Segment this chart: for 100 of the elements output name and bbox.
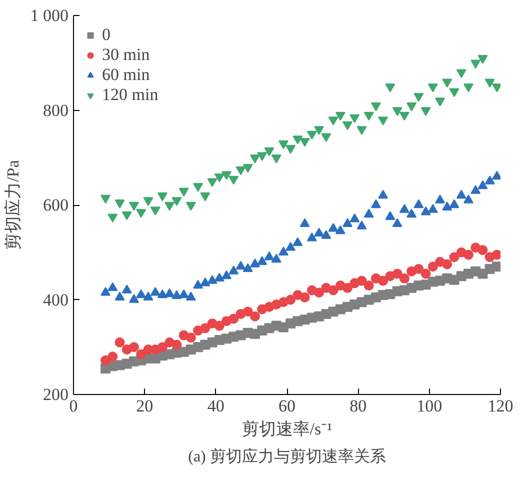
point [292, 136, 303, 144]
x-tick-label: 120 [488, 396, 514, 416]
point [328, 116, 338, 126]
point [463, 83, 474, 92]
point [492, 250, 500, 260]
point [399, 273, 410, 284]
point [222, 171, 232, 180]
point [314, 126, 324, 135]
point [250, 154, 260, 164]
x-tick-label: 100 [416, 396, 442, 416]
y-tick-label: 200 [43, 385, 68, 404]
point [328, 285, 338, 296]
point [242, 164, 253, 173]
point [470, 60, 481, 69]
point [435, 98, 446, 106]
y-tick-label: 600 [43, 196, 68, 214]
text: (a) 剪切应力与剪切速率关系 [188, 448, 386, 466]
point [136, 349, 146, 360]
point [242, 263, 253, 272]
legend-label: 120 min [102, 85, 158, 105]
point [108, 214, 118, 223]
point [278, 140, 288, 150]
x-tick-label: 0 [69, 396, 78, 416]
point [150, 206, 160, 216]
point [335, 112, 346, 121]
point [456, 69, 466, 78]
point [157, 192, 168, 202]
point [186, 292, 196, 300]
point [420, 107, 431, 116]
x-tick-label: 60 [278, 396, 296, 416]
x-tick-label: 40 [207, 396, 224, 416]
point [314, 288, 324, 298]
point [100, 194, 111, 204]
point [172, 290, 182, 300]
point [399, 112, 410, 121]
point [257, 152, 268, 161]
point [228, 176, 239, 185]
point [449, 252, 460, 262]
point [157, 342, 168, 352]
point [392, 268, 402, 279]
point [178, 188, 189, 196]
point [164, 202, 175, 211]
point [356, 276, 367, 286]
point [370, 102, 381, 112]
point [364, 112, 374, 121]
point [342, 282, 352, 293]
point [186, 202, 196, 211]
point [286, 294, 296, 305]
point [484, 78, 495, 88]
point [193, 280, 204, 289]
point [420, 268, 431, 279]
point [214, 173, 224, 182]
point [236, 166, 246, 176]
point [114, 200, 125, 208]
point [114, 292, 125, 300]
point [108, 282, 118, 292]
point [178, 289, 189, 298]
legend-label: 60 min [102, 65, 150, 85]
point [228, 266, 239, 274]
point [271, 254, 282, 263]
point [449, 88, 460, 97]
point [222, 270, 232, 280]
point [321, 133, 332, 142]
point [264, 147, 274, 156]
point [406, 102, 417, 112]
point [207, 275, 218, 284]
point [385, 83, 396, 92]
y-tick-label: 400 [43, 290, 68, 310]
point [207, 178, 218, 188]
point [492, 262, 500, 272]
legend-label: 0 [102, 25, 112, 45]
point [463, 250, 474, 260]
point [172, 340, 182, 350]
point [378, 116, 388, 126]
point [378, 276, 388, 286]
point [143, 292, 154, 300]
point [350, 114, 360, 124]
point [214, 272, 224, 282]
point [271, 154, 282, 164]
point [242, 306, 253, 317]
point [150, 286, 160, 296]
point [478, 245, 488, 255]
point [286, 145, 296, 154]
x-tick-label: 80 [350, 396, 367, 416]
point [250, 311, 260, 322]
point [108, 352, 118, 362]
point [186, 332, 196, 343]
point [128, 202, 139, 211]
point [228, 314, 239, 324]
point [442, 78, 452, 88]
point [200, 323, 210, 334]
point [428, 262, 438, 272]
point [136, 209, 146, 218]
y-tick-label: 800 [43, 100, 68, 120]
point [364, 280, 374, 291]
point [300, 292, 310, 302]
point [157, 289, 168, 298]
y-axis-title: 剪切应力/Pa [3, 160, 22, 250]
point [100, 355, 111, 366]
point [193, 182, 204, 192]
